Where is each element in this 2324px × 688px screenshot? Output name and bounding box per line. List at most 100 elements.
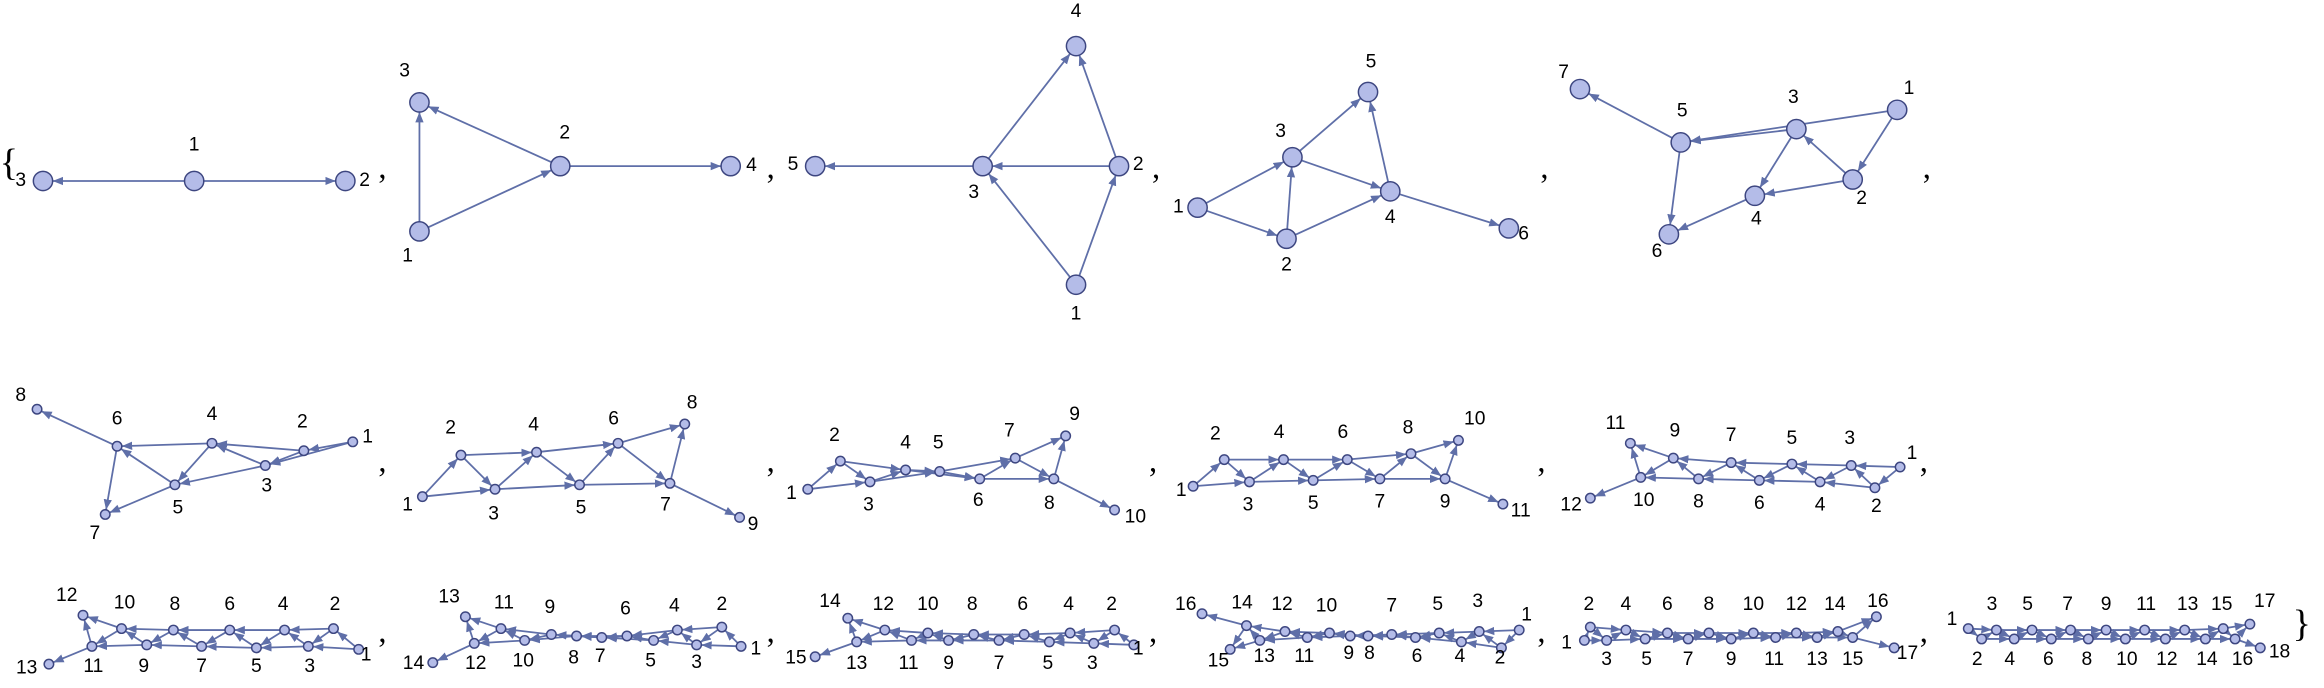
node: [1108, 155, 1130, 177]
node-label: 13: [2177, 594, 2198, 615]
node-label: 8: [687, 392, 698, 413]
node: [2199, 633, 2211, 645]
edge: [539, 454, 577, 483]
node-label: 7: [196, 656, 207, 677]
node: [1894, 461, 1906, 473]
edge: [1206, 613, 1243, 626]
node-label: 9: [545, 597, 556, 618]
edge: [2188, 629, 2202, 638]
node: [1661, 627, 1673, 639]
edge: [504, 629, 521, 640]
separator: ,: [1152, 150, 1160, 186]
edge: [843, 463, 867, 480]
node: [1243, 476, 1255, 488]
edge: [2109, 628, 2122, 638]
edge: [1580, 631, 1590, 643]
node-label: 9: [1343, 643, 1354, 664]
node: [2179, 624, 2191, 636]
node-label: 8: [170, 594, 181, 615]
node-label: 4: [900, 432, 911, 453]
edge: [499, 481, 575, 490]
edge: [888, 630, 908, 640]
edge: [427, 486, 491, 498]
node-label: 3: [1987, 594, 1998, 615]
node: [1433, 627, 1445, 639]
edge: [1592, 627, 1604, 639]
edge: [469, 617, 497, 628]
edge: [1482, 633, 1499, 646]
node: [1513, 624, 1525, 636]
node: [1725, 633, 1737, 645]
node: [879, 624, 891, 636]
edge: [206, 642, 252, 651]
node: [864, 476, 876, 488]
node-label: 5: [1043, 653, 1054, 674]
node: [1196, 608, 1208, 620]
node-label: 17: [1897, 643, 1918, 664]
node: [1785, 118, 1807, 140]
node: [1753, 474, 1765, 486]
node: [1128, 639, 1140, 651]
node: [1635, 471, 1647, 483]
node: [1278, 454, 1290, 466]
node: [169, 479, 181, 491]
node-label: 8: [15, 385, 26, 406]
node: [347, 436, 359, 448]
node: [1374, 473, 1386, 485]
node-label: 1: [1521, 604, 1532, 625]
edge: [1251, 623, 1281, 633]
edge: [2090, 631, 2103, 641]
node: [900, 464, 912, 476]
edge: [1263, 631, 1281, 640]
edge: [1445, 444, 1458, 475]
node-label: 13: [846, 653, 867, 674]
node-label: 2: [297, 412, 308, 433]
node-label: 3: [1243, 495, 1254, 516]
node: [1043, 636, 1055, 648]
node: [1109, 624, 1121, 636]
edge: [978, 633, 995, 643]
edge: [1234, 640, 1256, 649]
node: [1990, 624, 2002, 636]
node-label: 3: [863, 495, 874, 516]
node: [1693, 473, 1705, 485]
edge: [1232, 629, 1245, 646]
node: [1455, 636, 1467, 648]
edge: [1254, 476, 1309, 485]
edge: [2189, 625, 2219, 634]
node-label: 5: [2022, 594, 2033, 615]
node-label: 7: [595, 646, 606, 667]
separator: ,: [1920, 444, 1928, 480]
edge: [848, 622, 857, 638]
node: [1224, 643, 1236, 655]
edge: [622, 424, 681, 443]
node-label: 7: [2062, 594, 2073, 615]
edge: [1611, 635, 1641, 644]
edge: [2055, 631, 2067, 641]
edge: [109, 485, 171, 514]
edge: [1003, 632, 1020, 642]
edge: [1227, 462, 1247, 480]
edge: [699, 629, 719, 643]
edge: [1117, 632, 1131, 643]
node-label: 15: [1842, 649, 1863, 670]
edge: [1053, 632, 1067, 641]
node: [1341, 454, 1353, 466]
edge: [1690, 129, 1787, 145]
edge: [1264, 635, 1303, 644]
node-label: 8: [568, 647, 579, 668]
node: [596, 631, 608, 643]
node-label: 6: [620, 598, 631, 619]
node: [86, 640, 98, 652]
edge: [1078, 54, 1117, 158]
node-label: 7: [660, 495, 671, 516]
node-label: 5: [1677, 100, 1688, 121]
edge: [1399, 193, 1500, 227]
edge: [1857, 117, 1893, 172]
edge: [177, 446, 210, 482]
edge: [860, 631, 881, 641]
separator: ,: [1149, 614, 1157, 650]
node: [409, 220, 430, 242]
edge: [932, 629, 970, 638]
node-label: 9: [138, 656, 149, 677]
